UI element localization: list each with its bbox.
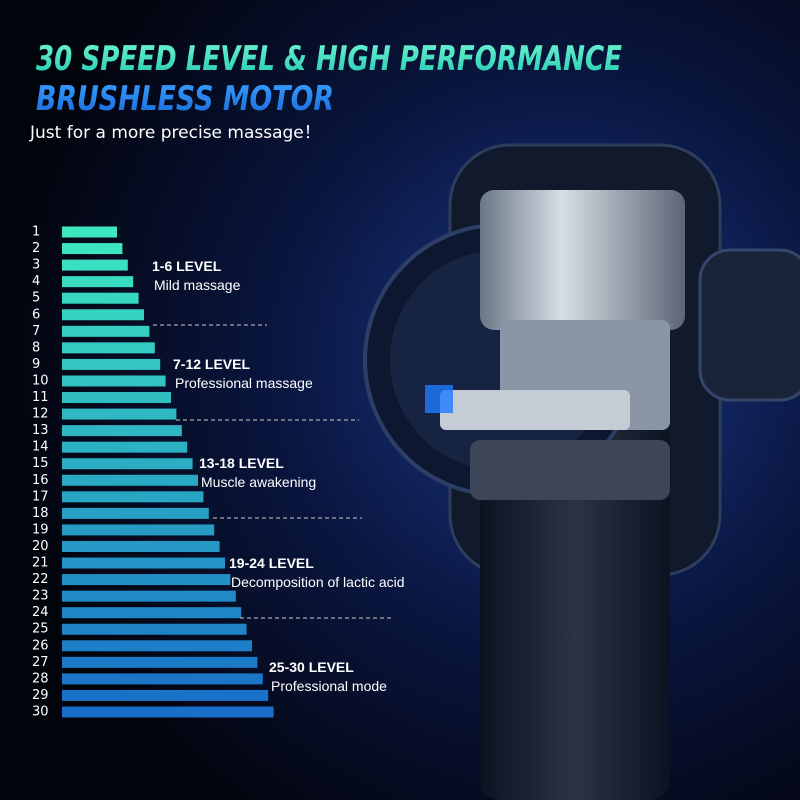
level-bar <box>62 441 188 453</box>
level-label: 8 <box>32 340 40 355</box>
level-label: 11 <box>32 390 49 405</box>
level-bar <box>62 524 215 536</box>
level-label: 26 <box>32 638 49 653</box>
level-label: 1 <box>32 225 40 240</box>
group-description: Professional mode <box>271 678 387 694</box>
level-label: 16 <box>32 473 49 488</box>
level-bar <box>62 259 128 271</box>
level-label: 19 <box>32 522 49 537</box>
group-title: 19-24 LEVEL <box>229 555 314 571</box>
level-bar <box>62 623 247 635</box>
group-title: 1-6 LEVEL <box>152 258 222 274</box>
level-label: 15 <box>32 456 49 471</box>
level-label: 6 <box>32 307 40 322</box>
level-bar <box>62 607 242 619</box>
level-label: 18 <box>32 506 49 521</box>
level-label: 28 <box>32 671 49 686</box>
level-label: 10 <box>32 373 49 388</box>
level-label: 27 <box>32 655 49 670</box>
level-bar <box>62 574 231 586</box>
level-label: 5 <box>32 291 40 306</box>
level-bar <box>62 226 117 238</box>
level-label: 17 <box>32 489 49 504</box>
level-bar <box>62 673 263 685</box>
level-bar <box>62 292 139 304</box>
level-bar <box>62 342 155 354</box>
level-bar <box>62 358 161 370</box>
level-label: 12 <box>32 407 49 422</box>
level-label: 30 <box>32 705 49 720</box>
title: BRUSHLESS MOTOR <box>36 79 334 119</box>
group-title: 7-12 LEVEL <box>173 356 250 372</box>
level-label: 4 <box>32 274 40 289</box>
device <box>363 143 800 800</box>
group-description: Muscle awakening <box>201 474 316 490</box>
level-bar <box>62 375 166 387</box>
level-label: 20 <box>32 539 49 554</box>
level-bar <box>62 540 220 552</box>
level-label: 25 <box>32 622 49 637</box>
subtitle: Just for a more precise massage！ <box>29 123 321 143</box>
level-label: 7 <box>32 324 40 339</box>
level-bar <box>62 640 252 652</box>
level-label: 14 <box>32 440 49 455</box>
level-bar <box>62 458 193 470</box>
level-label: 3 <box>32 258 40 273</box>
level-bar <box>62 507 209 519</box>
level-bar <box>62 689 269 701</box>
level-bar <box>62 243 123 255</box>
group-title: 25-30 LEVEL <box>269 659 354 675</box>
level-bar <box>62 392 171 404</box>
level-label: 23 <box>32 589 49 604</box>
group-description: Professional massage <box>175 375 313 391</box>
level-label: 22 <box>32 572 49 587</box>
level-bar <box>62 325 150 337</box>
level-bar <box>62 276 134 288</box>
level-label: 2 <box>32 241 40 256</box>
group-description: Decomposition of lactic acid <box>231 574 405 590</box>
title: 30 SPEED LEVEL & HIGH PERFORMANCE <box>36 39 622 79</box>
level-bar <box>62 557 225 569</box>
level-label: 21 <box>32 556 49 571</box>
level-bar <box>62 590 236 602</box>
level-label: 9 <box>32 357 40 372</box>
level-bar <box>62 408 177 420</box>
level-label: 24 <box>32 605 49 620</box>
level-bar <box>62 425 182 437</box>
level-label: 13 <box>32 423 49 438</box>
level-bar <box>62 656 258 668</box>
level-label: 29 <box>32 688 49 703</box>
level-bar <box>62 706 274 718</box>
level-bar <box>62 474 198 486</box>
level-bar <box>62 309 144 321</box>
group-title: 13-18 LEVEL <box>199 455 284 471</box>
level-bar <box>62 491 204 503</box>
group-description: Mild massage <box>154 277 241 293</box>
